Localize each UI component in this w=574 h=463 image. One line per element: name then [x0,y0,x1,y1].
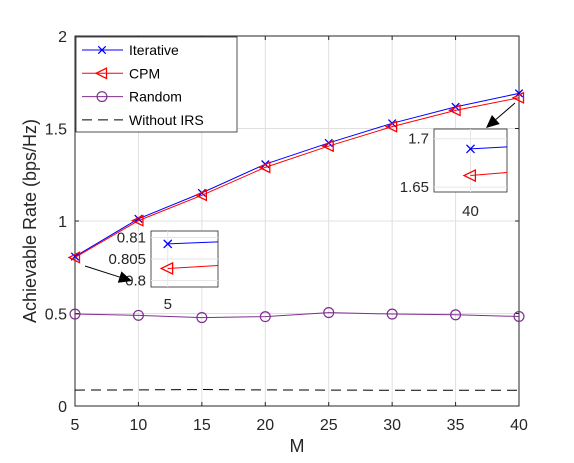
data-point-cpm [67,251,81,264]
y-tick-label: 0.5 [45,307,67,324]
inset-pointer-arrowhead [117,271,132,283]
data-point-random [450,309,462,321]
series-without-irs [74,389,519,391]
x-tick-label: 30 [383,417,401,434]
inset-pointer-line [84,265,120,278]
data-point-cpm [321,139,334,153]
x-tick-label: 10 [130,417,148,434]
inset-point-cpm [159,261,174,276]
data-point-random [132,309,144,321]
y-tick-label: 1 [58,214,67,231]
legend-label-iterative: Iterative [129,42,179,58]
x-axis-label: M [290,436,305,456]
data-point-cpm [384,120,398,133]
inset-line-iterative [167,241,219,245]
series-line-iterative [74,92,520,257]
inset-y-tick-label: 1.65 [400,179,429,196]
x-tick-label: 35 [447,417,465,434]
inset-point-cpm [462,168,477,183]
series-layer [67,89,525,391]
series-line-random [74,312,520,319]
data-point-cpm [511,91,525,104]
data-point-random [513,310,525,322]
y-tick-label: 0 [58,399,67,416]
x-tick-label: 20 [256,417,274,434]
legend-marker-cpm [94,67,108,80]
inset-1: 0.81 0.805 0.8 5 [84,229,219,313]
y-tick-label: 2 [58,29,67,46]
axes: 5 10 15 20 25 30 35 40 0 0.5 1 1.5 2 [45,29,528,434]
series-cpm [67,91,525,264]
inset-y-tick-label: 1.7 [408,131,429,148]
legend: Iterative CPM Random Without IRS [75,36,238,133]
data-point-random [323,307,335,319]
legend-box [75,36,238,133]
y-tick-label: 1.5 [45,122,67,139]
inset-point-iterative [466,144,475,154]
x-tick-label: 25 [320,417,338,434]
inset-pointer-line [495,102,516,120]
data-point-random [69,308,81,320]
legend-label-cpm: CPM [129,65,160,81]
data-point-random [196,312,208,324]
inset-x-tick-label: 40 [462,203,479,220]
inset-2: 1.7 1.65 40 [400,102,516,220]
data-point-random [386,308,398,320]
inset-y-tick-label: 0.81 [117,229,146,246]
x-tick-label: 40 [510,417,528,434]
inset-y-tick-label: 0.8 [125,273,146,290]
data-point-cpm [130,214,144,227]
data-point-random [259,311,271,323]
insets: 0.81 0.805 0.8 5 1.7 1.65 40 [84,102,516,313]
x-tick-label: 15 [193,417,211,434]
series-line-cpm [74,97,520,258]
inset-y-tick-label: 0.805 [108,251,146,268]
legend-marker-iterative [97,45,107,55]
inset-line-cpm [470,172,508,177]
legend-label-without-irs: Without IRS [129,112,204,128]
inset-x-tick-label: 5 [164,296,172,313]
series-line-without-irs [74,389,519,391]
inset-pointer-arrowhead [486,114,500,128]
series-random [69,307,525,324]
legend-marker-random [96,91,108,103]
inset-point-iterative [163,239,173,249]
y-axis-label: Achievable Rate (bps/Hz) [20,119,40,323]
data-point-cpm [257,161,271,174]
inset-line-iterative [470,146,508,150]
data-point-cpm [194,189,208,202]
legend-label-random: Random [129,89,182,105]
data-point-cpm [448,104,461,117]
inset-line-cpm [167,264,219,269]
x-tick-label: 5 [71,417,80,434]
